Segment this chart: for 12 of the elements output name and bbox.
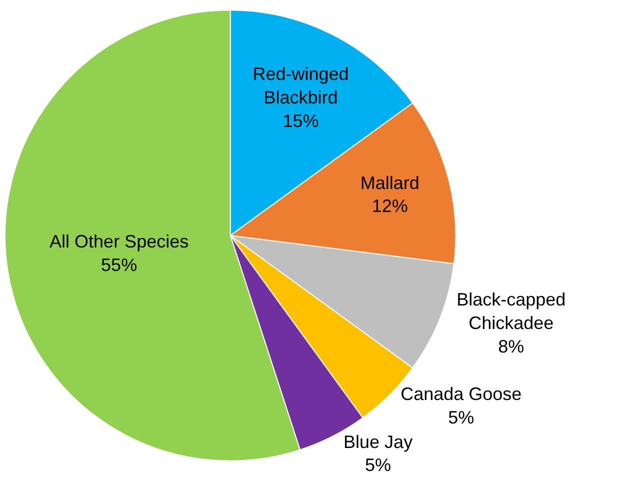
data-label: 15% [282, 110, 319, 131]
data-label: 5% [365, 455, 392, 476]
slice-label: Mallard [360, 172, 420, 193]
data-label: 8% [498, 336, 524, 356]
slice-label: Red-winged Blackbird [252, 64, 349, 108]
slice-label: Blue Jay [344, 432, 413, 452]
slice-label: Black-capped Chickadee [456, 290, 566, 333]
data-label: 5% [448, 407, 474, 428]
slice-label: All Other Species [50, 231, 189, 252]
data-label: 12% [372, 196, 408, 216]
data-label: 55% [101, 254, 138, 275]
slice-label: Canada Goose [400, 384, 522, 404]
